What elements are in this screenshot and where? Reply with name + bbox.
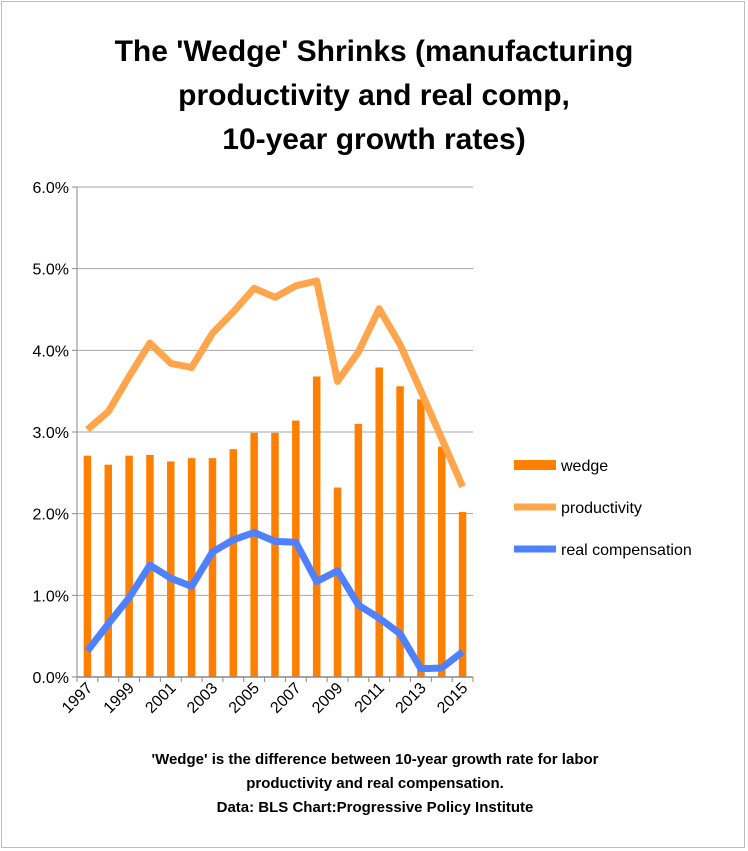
bar-wedge (271, 432, 279, 677)
bar-wedge (125, 455, 133, 677)
wedge-bars (83, 367, 467, 677)
x-tick-label: 1999 (101, 680, 138, 717)
bar-wedge (437, 446, 446, 677)
legend-label-wedge: wedge (560, 458, 608, 475)
y-tick-label: 0.0% (33, 670, 69, 687)
x-tick-label: 2009 (309, 680, 346, 717)
bar-wedge (375, 367, 383, 677)
bar-wedge (187, 458, 196, 677)
x-tick-label: 2005 (226, 680, 263, 717)
line-productivity (85, 277, 466, 489)
bar-wedge (104, 464, 113, 677)
chart-title: The 'Wedge' Shrinks (manufacturing produ… (0, 30, 748, 162)
legend-swatch-wedge (514, 460, 556, 470)
y-tick-label: 1.0% (33, 588, 69, 605)
y-tick-label: 3.0% (33, 425, 69, 442)
bar-wedge (458, 512, 467, 677)
line-real-compensation (84, 529, 465, 673)
bar-wedge (417, 399, 425, 677)
caption-line-3: Data: BLS Chart:Progressive Policy Insti… (216, 799, 534, 816)
y-tick-label: 5.0% (33, 262, 69, 279)
caption-line-2: productivity and real compensation. (246, 775, 504, 792)
y-tick-label: 2.0% (33, 507, 69, 524)
x-tick-label: 2011 (352, 680, 388, 716)
bar-wedge (167, 461, 175, 677)
bar-wedge (83, 455, 92, 677)
bar-wedge (396, 386, 404, 677)
bar-wedge (333, 487, 342, 677)
legend-label-real-compensation: real compensation (561, 542, 692, 559)
x-tick-label: 2001 (142, 680, 179, 717)
chart-title-line-3: 10-year growth rates) (222, 123, 526, 156)
y-tick-label: 4.0% (33, 343, 69, 360)
x-tick-label: 2007 (267, 680, 304, 717)
bar-wedge (208, 458, 217, 677)
bar-wedge (312, 376, 321, 677)
x-tick-label: 2003 (184, 680, 221, 717)
legend-label-productivity: productivity (561, 500, 642, 517)
x-tick-label: 2015 (434, 680, 471, 717)
bar-wedge (250, 432, 258, 677)
x-tick-label: 2013 (393, 680, 430, 717)
chart-title-line-2: productivity and real comp, (178, 79, 570, 112)
chart-caption: 'Wedge' is the difference between 10-yea… (30, 748, 720, 820)
legend: wedge productivity real compensation (514, 458, 692, 559)
chart-title-line-1: The 'Wedge' Shrinks (manufacturing (114, 35, 634, 68)
caption-line-1: 'Wedge' is the difference between 10-yea… (151, 751, 599, 768)
y-tick-label: 6.0% (33, 180, 69, 197)
bar-wedge (354, 423, 363, 677)
series-lines (84, 277, 466, 673)
bar-wedge (229, 449, 238, 677)
